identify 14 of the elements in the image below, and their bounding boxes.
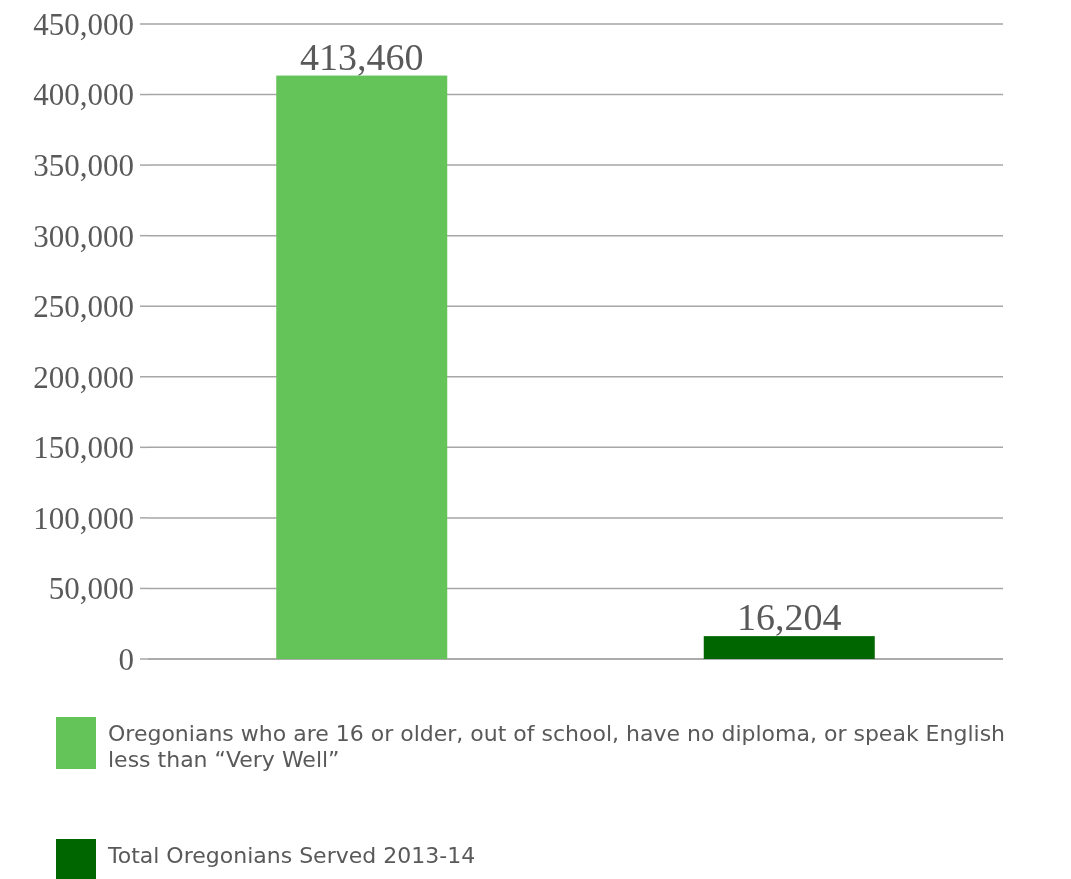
y-tick-label: 100,000 xyxy=(33,500,134,536)
y-tick-label: 450,000 xyxy=(33,6,134,42)
y-tick-label: 0 xyxy=(118,641,134,677)
y-tick-label: 300,000 xyxy=(33,218,134,254)
legend-label: Oregonians who are 16 or older, out of school, have no diploma, or speak English less than “Very Well” xyxy=(108,721,1006,772)
y-tick-label: 250,000 xyxy=(33,289,134,325)
y-tick-label: 150,000 xyxy=(33,430,134,466)
y-tick-label: 50,000 xyxy=(48,571,134,607)
data-label: 413,460 xyxy=(300,35,424,78)
y-tick-label: 350,000 xyxy=(33,147,134,183)
y-tick-label: 400,000 xyxy=(33,77,134,113)
y-tick-label: 200,000 xyxy=(33,359,134,395)
data-label: 16,204 xyxy=(737,596,842,639)
legend-label: Total Oregonians Served 2013-14 xyxy=(107,843,476,868)
